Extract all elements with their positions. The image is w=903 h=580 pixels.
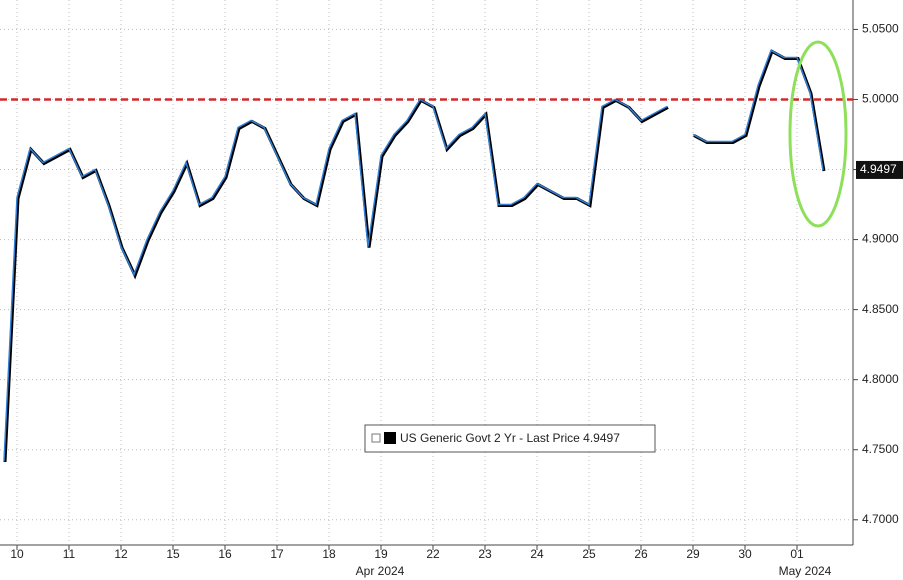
legend-label: US Generic Govt 2 Yr - Last Price 4.9497	[400, 431, 620, 445]
y-tick-label: 4.7500	[862, 442, 899, 456]
month-label: Apr 2024	[356, 564, 405, 578]
y-tick-label: 4.9000	[862, 232, 899, 246]
y-tick-label: 4.8000	[862, 372, 899, 386]
last-price-label: 4.9497	[860, 162, 897, 176]
x-tick-label: 24	[530, 547, 544, 561]
month-label: May 2024	[779, 564, 832, 578]
x-tick-label: 22	[426, 547, 440, 561]
x-tick-label: 18	[322, 547, 336, 561]
y-tick-label: 5.0000	[862, 92, 899, 106]
x-tick-label: 15	[166, 547, 180, 561]
x-tick-label: 30	[738, 547, 752, 561]
x-tick-label: 29	[686, 547, 700, 561]
legend-swatch	[384, 432, 396, 444]
x-tick-label: 23	[478, 547, 492, 561]
x-tick-label: 12	[114, 547, 128, 561]
x-tick-label: 17	[270, 547, 284, 561]
x-tick-label: 11	[63, 547, 76, 561]
x-tick-label: 19	[374, 547, 388, 561]
highlight-ellipse	[788, 40, 848, 228]
legend-toggle	[371, 433, 381, 443]
series-line	[3, 49, 824, 461]
legend: US Generic Govt 2 Yr - Last Price 4.9497	[364, 424, 656, 453]
x-tick-label: 26	[634, 547, 648, 561]
legend-box	[364, 424, 656, 453]
y-tick-label: 4.8500	[862, 302, 899, 316]
x-tick-label: 25	[582, 547, 596, 561]
y-tick-label: 5.0500	[862, 22, 899, 36]
y-tick-label: 4.7000	[862, 512, 899, 526]
x-tick-label: 01	[790, 547, 804, 561]
x-tick-label: 10	[10, 547, 24, 561]
last-price-box	[856, 160, 903, 179]
x-tick-label: 16	[218, 547, 232, 561]
